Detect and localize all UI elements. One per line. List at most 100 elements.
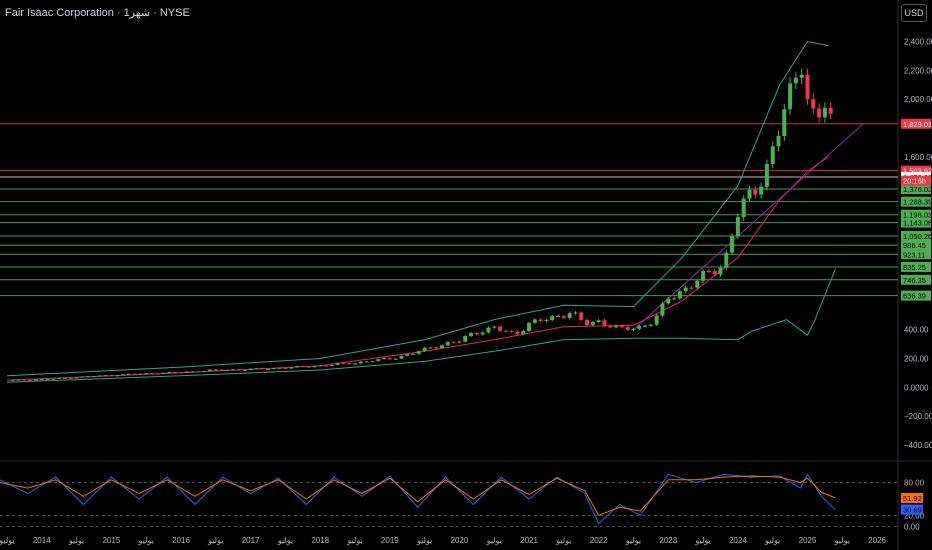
candle-body bbox=[295, 366, 300, 368]
candle-body bbox=[805, 74, 810, 100]
level-label-bg bbox=[901, 290, 931, 301]
candle-body bbox=[503, 330, 508, 332]
candle-body bbox=[358, 361, 363, 364]
level-label-bg bbox=[901, 261, 931, 272]
candle-body bbox=[747, 189, 752, 199]
candle-body bbox=[271, 368, 276, 370]
candle-body bbox=[155, 373, 160, 375]
level-label: 835.25 bbox=[903, 263, 926, 272]
candle-body bbox=[196, 371, 201, 373]
candle-body bbox=[608, 325, 613, 328]
candle-body bbox=[306, 366, 311, 368]
x-tick-label: 2024 bbox=[729, 536, 747, 545]
candle-body bbox=[538, 319, 543, 322]
candle-body bbox=[57, 377, 62, 379]
y-tick-label: −400.00 bbox=[904, 441, 932, 450]
x-tick-label: 2017 bbox=[242, 536, 260, 545]
lower-band-line bbox=[6, 269, 836, 383]
level-label-bg bbox=[901, 118, 931, 129]
x-tick-label: يوليو bbox=[834, 536, 850, 545]
candle-body bbox=[706, 271, 711, 273]
candle-body bbox=[579, 312, 584, 320]
candle-body bbox=[248, 368, 253, 371]
candle-body bbox=[97, 375, 102, 377]
level-label-bg bbox=[901, 184, 931, 195]
candle-body bbox=[788, 83, 793, 110]
candle-body bbox=[184, 371, 189, 373]
candle-body bbox=[219, 369, 224, 371]
candle-body bbox=[457, 341, 462, 343]
osc-series-line bbox=[0, 473, 836, 525]
candle-body bbox=[764, 163, 769, 187]
chart-title: Fair Isaac Corporation · 1شهر · NYSE bbox=[5, 7, 190, 19]
candle-body bbox=[677, 291, 682, 299]
candle-body bbox=[637, 326, 642, 329]
countdown-label: 20:16h bbox=[903, 177, 926, 186]
osc-last-label: 30.69 bbox=[903, 506, 922, 515]
candle-body bbox=[202, 371, 207, 373]
x-tick-label: يوليو bbox=[764, 536, 780, 545]
level-label: 986.45 bbox=[903, 241, 926, 250]
candle-body bbox=[109, 375, 114, 377]
osc-series-line bbox=[0, 475, 836, 517]
candle-body bbox=[515, 331, 520, 334]
candle-body bbox=[521, 330, 526, 334]
candle-body bbox=[811, 99, 816, 109]
candle-body bbox=[828, 107, 833, 114]
candle-body bbox=[527, 322, 532, 331]
candle-body bbox=[120, 374, 125, 376]
countdown-label-bg bbox=[901, 175, 931, 186]
candle-body bbox=[793, 77, 798, 84]
candle-body bbox=[561, 316, 566, 318]
candle-body bbox=[39, 379, 44, 381]
level-label: 1,376.02 bbox=[903, 185, 932, 194]
candle-body bbox=[266, 369, 271, 371]
candle-body bbox=[654, 315, 659, 325]
candle-body bbox=[509, 330, 514, 332]
candle-body bbox=[347, 363, 352, 365]
candle-body bbox=[695, 280, 700, 288]
upper-band-line bbox=[6, 40, 829, 377]
candle-body bbox=[213, 369, 218, 371]
candle-body bbox=[660, 303, 665, 316]
candle-body bbox=[167, 371, 172, 373]
candle-body bbox=[625, 327, 630, 330]
x-tick-label: يوليو bbox=[416, 536, 432, 545]
candle-body bbox=[341, 363, 346, 365]
x-tick-label: 2018 bbox=[311, 536, 329, 545]
level-label: 1,143.06 bbox=[903, 219, 932, 228]
candle-body bbox=[445, 342, 450, 346]
candle-body bbox=[138, 373, 143, 375]
level-label-bg bbox=[901, 165, 931, 176]
candle-body bbox=[440, 345, 445, 349]
candle-body bbox=[283, 368, 288, 370]
candle-body bbox=[701, 271, 706, 281]
y-tick-label: −200.00 bbox=[904, 412, 932, 421]
x-tick-label: يوليو bbox=[625, 536, 641, 545]
level-label-bg bbox=[901, 230, 931, 241]
candle-body bbox=[469, 333, 474, 337]
candle-body bbox=[689, 287, 694, 289]
candle-body bbox=[422, 347, 427, 352]
candle-body bbox=[28, 379, 33, 381]
y-tick-label: 200.00 bbox=[904, 354, 929, 363]
candle-body bbox=[782, 109, 787, 137]
x-tick-label: يوليو bbox=[68, 536, 84, 545]
candle-body bbox=[364, 361, 369, 363]
candle-body bbox=[776, 136, 781, 147]
candle-body bbox=[498, 326, 503, 331]
candle-body bbox=[405, 354, 410, 356]
osc-last-label-bg bbox=[901, 492, 923, 503]
x-tick-label: 2020 bbox=[451, 536, 469, 545]
candle-body bbox=[126, 373, 131, 375]
y-tick-label: 2,400.00 bbox=[904, 38, 932, 47]
y-tick-label: 400.00 bbox=[904, 326, 929, 335]
x-tick-label: يوليو bbox=[694, 536, 710, 545]
level-label: 1,503.62 bbox=[903, 167, 932, 176]
candle-body bbox=[237, 369, 242, 371]
currency-button[interactable]: USD bbox=[901, 4, 927, 22]
candle-body bbox=[45, 379, 50, 381]
x-tick-label: 2022 bbox=[590, 536, 608, 545]
candle-body bbox=[80, 376, 85, 378]
